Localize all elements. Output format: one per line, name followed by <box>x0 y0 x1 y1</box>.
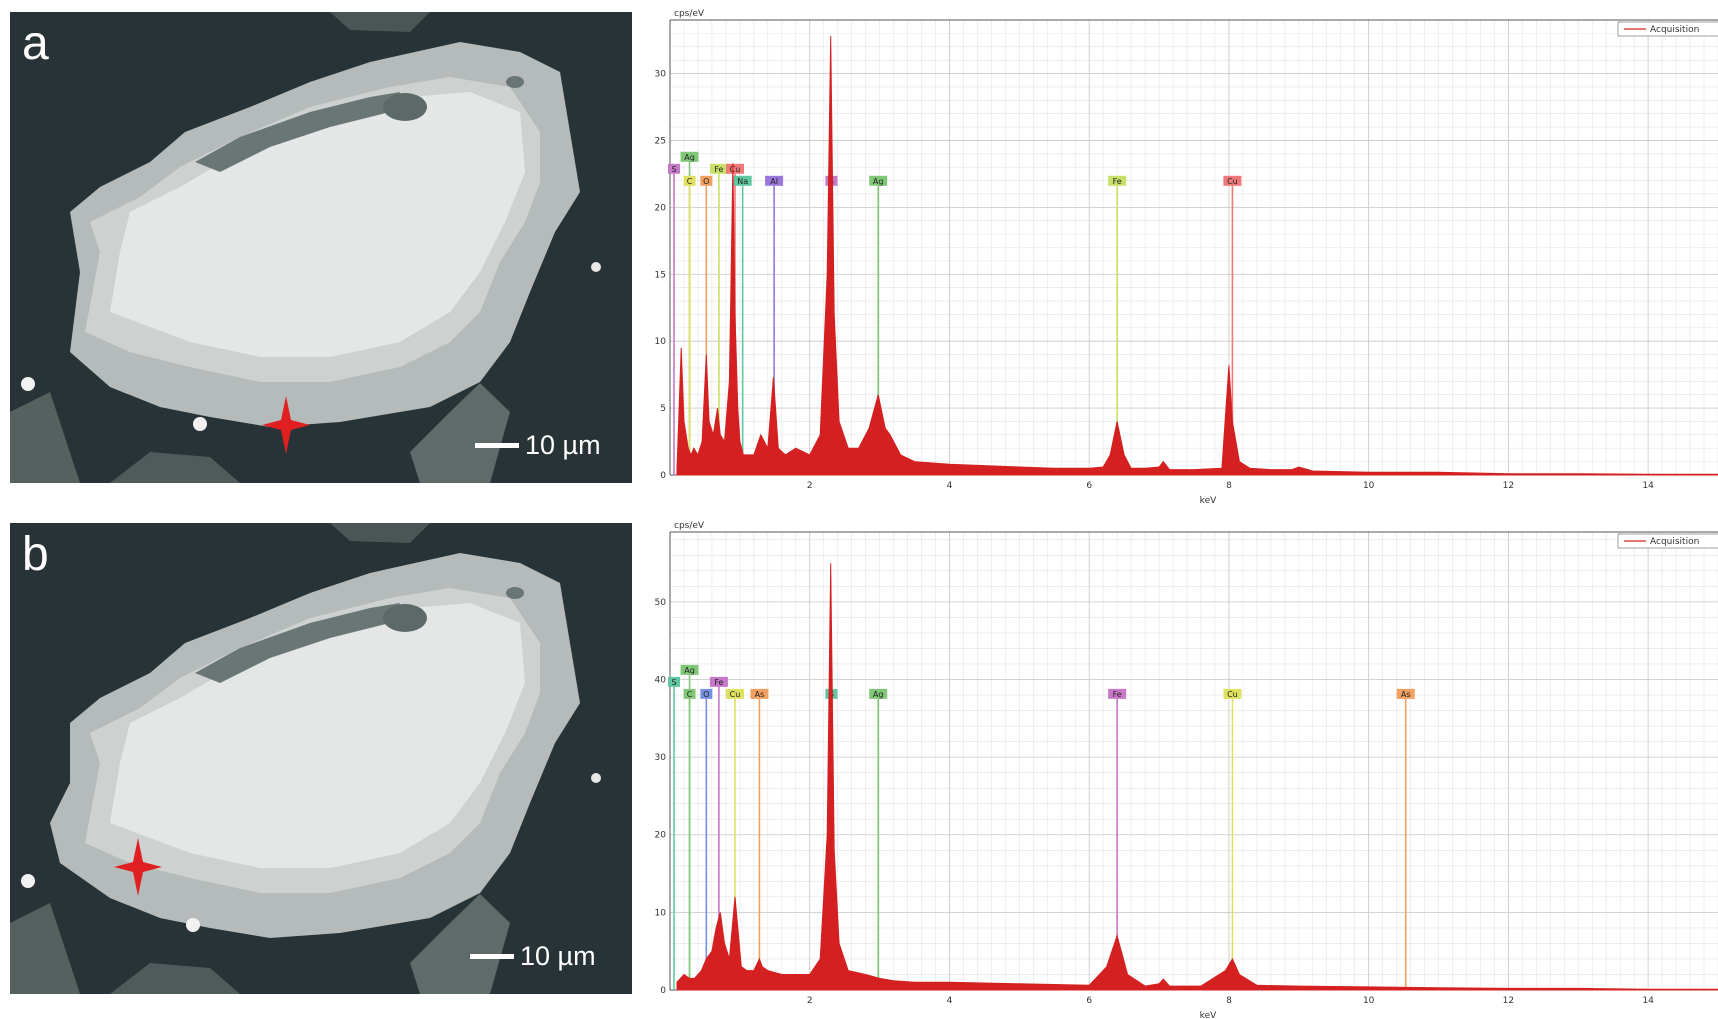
eds-spectrum-a: 2 4 6 8 10 12 14 0 5 10 15 20 25 30 keV cps/eV Acquisiti… <box>636 0 1718 510</box>
x-tick-label: 6 <box>1086 481 1092 491</box>
spectrum-plot-b: 2 4 6 8 10 12 14 0 10 20 30 40 50 keV cps/eV Acquisitio… <box>655 521 1718 1019</box>
panel-label-a: a <box>22 17 49 70</box>
x-tick-label: 10 <box>1363 481 1375 491</box>
element-tag <box>680 664 699 675</box>
x-tick-label: 12 <box>1503 481 1514 491</box>
element-label: Ag <box>873 690 884 699</box>
element-label: Al <box>770 177 778 186</box>
x-tick-label: 2 <box>807 481 813 491</box>
element-label: C <box>687 177 693 186</box>
element-tag <box>725 688 744 699</box>
x-axis-label: keV <box>1200 496 1217 506</box>
y-tick-label: 0 <box>660 471 666 481</box>
element-tag <box>700 688 713 699</box>
scale-bar-a: 10 µm <box>475 430 601 461</box>
x-tick-label: 14 <box>1642 996 1654 1006</box>
element-label: Cu <box>1227 177 1238 186</box>
y-tick-label: 40 <box>655 675 667 685</box>
scale-bar-b: 10 µm <box>470 941 596 972</box>
sem-particle-b <box>10 523 632 994</box>
element-label: Ag <box>684 153 695 162</box>
element-label: S <box>671 165 676 174</box>
element-tag <box>668 676 680 687</box>
element-label: Fe <box>1113 690 1122 699</box>
element-tag <box>725 163 744 174</box>
y-axis-label: cps/eV <box>674 521 705 531</box>
scale-bar-line <box>475 443 519 448</box>
y-tick-label: 15 <box>655 270 666 280</box>
legend-box <box>1617 533 1718 549</box>
y-axis-label: cps/eV <box>674 9 705 19</box>
element-label: S <box>671 678 676 687</box>
panel-label-b: b <box>22 528 49 581</box>
x-tick-label: 4 <box>947 481 953 491</box>
element-tag <box>733 175 752 186</box>
element-tag <box>1223 175 1242 186</box>
y-tick-label: 30 <box>655 753 667 763</box>
scale-bar-label-b: 10 µm <box>520 941 596 971</box>
element-label: Cu <box>1227 690 1238 699</box>
element-tag <box>1396 688 1415 699</box>
y-tick-label: 25 <box>655 136 666 146</box>
element-label: O <box>703 690 709 699</box>
x-tick-label: 10 <box>1363 996 1375 1006</box>
element-label: Fe <box>714 165 723 174</box>
legend-box <box>1617 21 1718 37</box>
x-tick-label: 8 <box>1226 996 1232 1006</box>
x-tick-label: 4 <box>947 996 953 1006</box>
element-label: Na <box>737 177 748 186</box>
element-label: O <box>703 177 709 186</box>
spectrum-series <box>676 36 1718 476</box>
legend-entry: Acquisition <box>1650 537 1699 547</box>
element-label: Fe <box>1113 177 1122 186</box>
y-tick-label: 50 <box>655 598 667 608</box>
x-tick-label: 2 <box>807 996 813 1006</box>
element-tag <box>1108 688 1127 699</box>
element-tag <box>750 688 769 699</box>
sem-image-b: b 10 µm <box>10 523 632 994</box>
scale-bar-line <box>470 954 514 959</box>
y-tick-label: 10 <box>655 337 667 347</box>
element-tag <box>680 151 699 162</box>
y-tick-label: 20 <box>655 203 667 213</box>
x-tick-label: 12 <box>1503 996 1514 1006</box>
element-label: C <box>687 690 693 699</box>
spectrum-series <box>676 563 1718 991</box>
x-tick-label: 6 <box>1086 996 1092 1006</box>
x-tick-label: 8 <box>1226 481 1232 491</box>
y-tick-label: 0 <box>660 986 666 996</box>
eds-spectrum-b: 2 4 6 8 10 12 14 0 10 20 30 40 50 keV cps/eV Acquisitio… <box>636 510 1718 1019</box>
element-label: Fe <box>714 678 723 687</box>
element-tag <box>709 676 728 687</box>
element-tag <box>668 163 680 174</box>
element-label: Ag <box>873 177 884 186</box>
x-tick-label: 14 <box>1642 481 1654 491</box>
x-axis-label: keV <box>1200 1011 1217 1019</box>
element-tag <box>1223 688 1242 699</box>
scale-bar-label-a: 10 µm <box>525 430 601 460</box>
element-tag <box>765 175 784 186</box>
legend-entry: Acquisition <box>1650 25 1699 35</box>
element-tag <box>869 175 888 186</box>
sem-particle-a <box>10 12 632 483</box>
y-tick-label: 10 <box>655 908 667 918</box>
sem-image-a: a 10 µm <box>10 12 632 483</box>
spectrum-plot-a: 2 4 6 8 10 12 14 0 5 10 15 20 25 30 keV cps/eV Acquisiti… <box>655 9 1718 506</box>
element-tag <box>700 175 713 186</box>
element-tag <box>683 688 696 699</box>
analysis-point-marker-a <box>262 396 310 454</box>
element-tag <box>683 175 696 186</box>
element-tag <box>1108 175 1127 186</box>
element-label: As <box>1401 690 1411 699</box>
element-tag <box>869 688 888 699</box>
y-tick-label: 30 <box>655 70 667 80</box>
element-label: Cu <box>730 165 741 174</box>
element-label: Ag <box>684 666 695 675</box>
y-tick-label: 20 <box>655 831 667 841</box>
element-label: Cu <box>730 690 741 699</box>
element-label: As <box>755 690 765 699</box>
y-tick-label: 5 <box>660 404 666 414</box>
analysis-point-marker-b <box>114 838 162 896</box>
element-tag <box>709 163 728 174</box>
